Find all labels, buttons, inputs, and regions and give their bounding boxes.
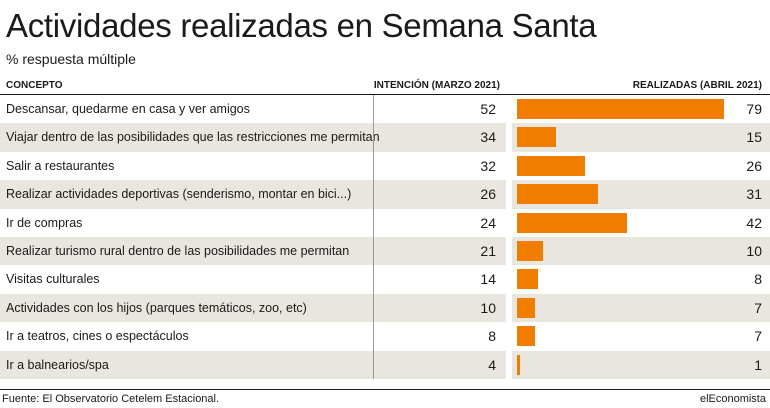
realized-bar [517,354,520,375]
concept-label: Visitas culturales [6,272,100,287]
table-row: Realizar actividades deportivas (senderi… [0,180,770,209]
header-rule [0,94,770,95]
row-background [0,180,506,209]
realized-value: 79 [746,101,762,117]
row-background [0,123,506,152]
realized-value: 10 [746,242,762,259]
intention-value: 34 [480,129,496,146]
concept-label: Actividades con los hijos (parques temát… [6,300,307,315]
chart-subtitle: % respuesta múltiple [6,51,136,67]
intention-value: 26 [480,186,496,203]
realized-bar [517,184,598,205]
footer-rule [0,389,770,390]
row-background-bars [512,322,770,350]
realized-bar [517,212,627,233]
table-row: Descansar, quedarme en casa y ver amigos… [0,95,770,123]
concept-label: Descansar, quedarme en casa y ver amigos [6,102,250,116]
table-header: CONCEPTO INTENCIÓN (MARZO 2021) REALIZAD… [0,78,770,94]
realized-value: 7 [754,328,762,345]
table-row: Ir de compras 24 42 [0,209,770,237]
row-background-bars [512,265,770,293]
intention-value: 32 [480,157,496,174]
table-row: Viajar dentro de las posibilidades que l… [0,123,770,152]
intention-value: 10 [480,299,496,316]
row-background [0,293,506,323]
row-background-bars [512,293,770,323]
intention-value: 24 [480,214,496,231]
table-row: Realizar turismo rural dentro de las pos… [0,236,770,266]
concept-label: Realizar actividades deportivas (senderi… [6,187,352,202]
realized-value: 8 [754,271,762,288]
realized-bar [517,240,543,261]
realized-bar [517,269,538,290]
row-background-bars [512,350,770,379]
header-realized: REALIZADAS (ABRIL 2021) [632,80,762,91]
realized-value: 42 [746,214,762,231]
table-row: Actividades con los hijos (parques temát… [0,293,770,323]
intention-value: 21 [480,242,496,259]
row-background [0,350,506,379]
brand-logo: elEconomista [699,393,766,405]
row-background [0,236,506,266]
concept-label: Salir a restaurantes [6,158,115,173]
concept-label: Ir a balnearios/spa [6,357,109,372]
chart-title: Actividades realizadas en Semana Santa [6,7,597,44]
intention-value: 14 [480,271,496,288]
concept-label: Ir a teatros, cines o espectáculos [6,329,189,344]
realized-bar [517,99,724,119]
realized-value: 15 [746,129,762,146]
realized-value: 31 [746,186,762,203]
source-note: Fuente: El Observatorio Cetelem Estacion… [2,393,220,405]
column-divider [373,95,374,379]
concept-label: Viajar dentro de las posibilidades que l… [6,130,380,145]
table-row: Ir a teatros, cines o espectáculos 8 7 [0,322,770,350]
table-row: Visitas culturales 14 8 [0,265,770,293]
table-body: Descansar, quedarme en casa y ver amigos… [0,95,770,379]
realized-bar [517,297,535,318]
realized-value: 26 [746,157,762,174]
intention-value: 8 [488,328,496,345]
concept-label: Realizar turismo rural dentro de las pos… [6,243,350,258]
realized-bar [517,155,585,176]
intention-value: 4 [488,356,496,373]
row-background-bars [512,236,770,266]
table-row: Salir a restaurantes 32 26 [0,152,770,180]
intention-value: 52 [480,101,496,117]
realized-bar [517,127,556,148]
realized-value: 1 [754,356,762,373]
realized-value: 7 [754,299,762,316]
header-concept: CONCEPTO [6,80,63,91]
table-row: Ir a balnearios/spa 4 1 [0,350,770,379]
header-intention: INTENCIÓN (MARZO 2021) [373,80,500,91]
realized-bar [517,326,535,347]
concept-label: Ir de compras [6,215,83,230]
